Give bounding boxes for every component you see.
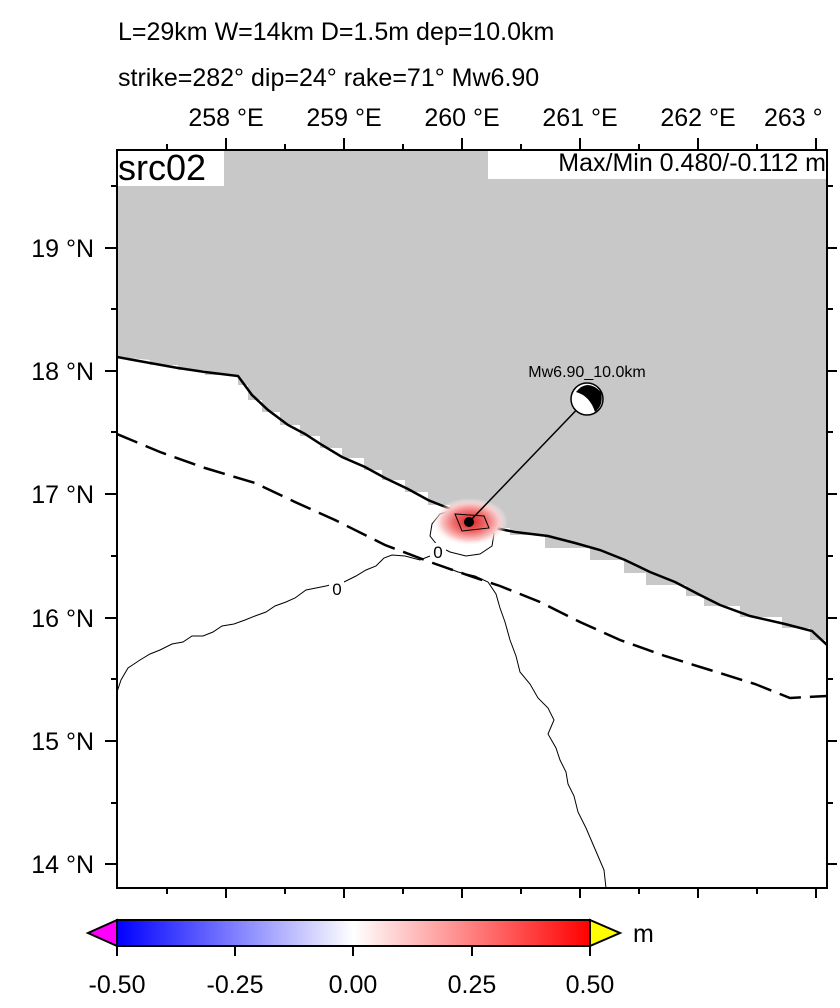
lon-label-260: 260 °E (424, 104, 499, 132)
colorbar-unit: m (633, 920, 654, 948)
beachball-leader-line (468, 398, 588, 523)
lon-ticks (166, 138, 817, 898)
lat-label-17: 17 °N (31, 481, 94, 509)
contour-line-mid (343, 554, 431, 583)
lat-label-14: 14 °N (31, 851, 94, 879)
beachball-label: Mw6.90_10.0km (528, 364, 645, 381)
max-min-label: Max/Min 0.480/-0.112 m (558, 149, 826, 177)
map-area: Mw6.90_10.0km 0 0 src02 Max/Min 0.480/-0… (117, 147, 827, 888)
parameters-line-1: L=29km W=14km D=1.5m dep=10.0km (118, 18, 555, 46)
lat-label-15: 15 °N (31, 728, 94, 756)
colorbar-tick-label: 0.50 (566, 971, 615, 999)
colorbar-tick-label: -0.25 (207, 971, 264, 999)
land-mask (117, 150, 827, 640)
lon-label-261: 261 °E (542, 104, 617, 132)
map-frame (116, 149, 828, 889)
fault-outline (454, 513, 490, 532)
colorbar-high-overflow (589, 918, 623, 948)
colorbar: m -0.50 -0.25 0.00 0.25 0.50 (85, 918, 654, 999)
lat-ticks (105, 185, 837, 865)
lat-label-19: 19 °N (31, 235, 94, 263)
lon-label-259: 259 °E (306, 104, 381, 132)
contour-line-west (117, 583, 335, 693)
beachball-icon (570, 382, 604, 416)
colorbar-tick-label: -0.50 (89, 971, 146, 999)
lat-label-18: 18 °N (31, 358, 94, 386)
lon-label-258: 258 °E (188, 104, 263, 132)
colorbar-low-overflow (85, 918, 118, 948)
contour-line-south (439, 564, 607, 888)
trench-line (117, 432, 827, 700)
lon-label-263: 263 ° (764, 104, 823, 132)
colorbar-tick-label: 0.00 (329, 971, 378, 999)
source-label: src02 (118, 147, 206, 188)
lon-label-262: 262 °E (660, 104, 735, 132)
contour-label-east: 0 (433, 543, 442, 562)
contour-label-west: 0 (332, 580, 341, 599)
parameters-line-2: strike=282° dip=24° rake=71° Mw6.90 (118, 64, 540, 92)
colorbar-tick-label: 0.25 (448, 971, 497, 999)
colorbar-gradient (116, 919, 591, 947)
epicenter-dot (464, 517, 474, 527)
lat-label-16: 16 °N (31, 605, 94, 633)
